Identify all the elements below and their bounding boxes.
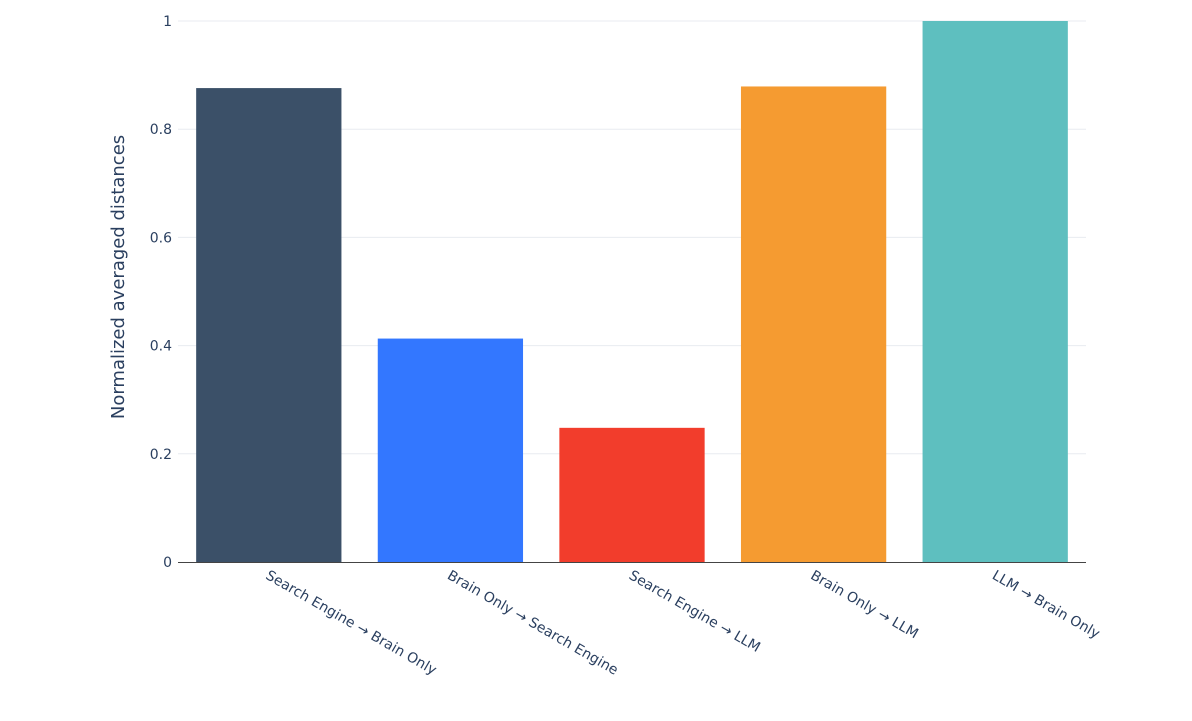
x-tick-label: Search Engine → LLM [626,568,763,656]
y-tick-label: 0.8 [150,122,172,138]
y-tick-labels: 0 0.2 0.4 0.6 0.8 1 [150,14,172,571]
bar [377,338,524,562]
y-tick-label: 0.6 [150,230,172,246]
x-tick-labels: Search Engine → Brain Only Brain Only → S… [263,568,1103,679]
x-tick-label: LLM → Brain Only [989,568,1102,643]
y-tick-label: 0.4 [150,339,172,355]
x-tick-label: Brain Only → Search Engine [444,568,620,679]
y-axis-title: Normalized averaged distances [108,135,129,419]
bar [559,427,705,562]
x-tick-label: Brain Only → LLM [808,568,921,643]
y-tick-label: 1 [163,14,172,30]
bar [196,88,342,563]
y-tick-label: 0.2 [150,447,172,463]
bar [740,86,887,562]
bar [922,21,1068,562]
bars [196,21,1068,563]
y-tick-label: 0 [163,555,172,571]
x-tick-label: Search Engine → Brain Only [263,568,439,679]
